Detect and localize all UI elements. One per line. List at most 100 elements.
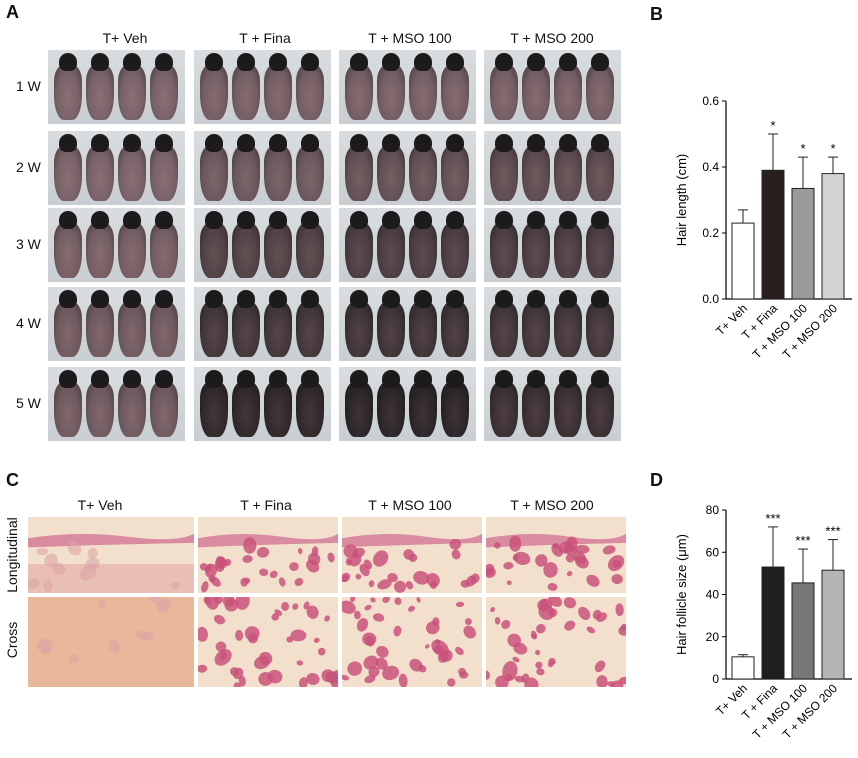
y-tick-label: 0.4 bbox=[702, 160, 719, 174]
mouse-head bbox=[414, 290, 432, 308]
bar bbox=[731, 656, 755, 680]
mouse-body bbox=[150, 145, 178, 201]
mouse-head bbox=[591, 370, 609, 388]
mouse-photo-panel bbox=[194, 208, 331, 282]
panel-a-row-label: 4 W bbox=[16, 315, 41, 331]
mouse-body bbox=[522, 145, 550, 201]
mouse-head bbox=[495, 290, 513, 308]
histology-image bbox=[342, 517, 482, 593]
histology-image bbox=[198, 517, 338, 593]
panel-a-row-label: 2 W bbox=[16, 159, 41, 175]
mouse-head bbox=[59, 211, 77, 229]
mouse-body bbox=[586, 222, 614, 278]
bar bbox=[761, 566, 785, 680]
mouse-head bbox=[446, 53, 464, 71]
mouse-head bbox=[59, 53, 77, 71]
mouse-head bbox=[301, 53, 319, 71]
mouse-photo-panel bbox=[339, 367, 476, 441]
mouse-body bbox=[200, 222, 228, 278]
histology-image bbox=[28, 597, 194, 687]
mouse-head bbox=[527, 211, 545, 229]
bar bbox=[731, 222, 755, 300]
mouse-head bbox=[495, 134, 513, 152]
mouse-head bbox=[350, 134, 368, 152]
mouse-body bbox=[490, 381, 518, 437]
mouse-body bbox=[345, 145, 373, 201]
mouse-body bbox=[522, 301, 550, 357]
mouse-body bbox=[522, 64, 550, 120]
mouse-head bbox=[559, 370, 577, 388]
mouse-head bbox=[495, 370, 513, 388]
mouse-head bbox=[301, 134, 319, 152]
mouse-head bbox=[301, 211, 319, 229]
mouse-head bbox=[123, 211, 141, 229]
mouse-body bbox=[554, 145, 582, 201]
mouse-body bbox=[441, 222, 469, 278]
mouse-body bbox=[296, 381, 324, 437]
mouse-head bbox=[446, 290, 464, 308]
mouse-body bbox=[345, 301, 373, 357]
panel-letter-d: D bbox=[650, 470, 663, 490]
mouse-head bbox=[559, 290, 577, 308]
panel-a-column-label: T + MSO 200 bbox=[510, 30, 594, 46]
mouse-head bbox=[123, 290, 141, 308]
bar bbox=[791, 187, 815, 300]
mouse-head bbox=[495, 211, 513, 229]
histology-image bbox=[198, 597, 338, 687]
y-axis-label: Hair follicle size (μm) bbox=[674, 534, 689, 655]
mouse-head bbox=[414, 211, 432, 229]
panel-letter-a: A bbox=[6, 2, 19, 22]
mouse-body bbox=[586, 301, 614, 357]
mouse-body bbox=[232, 145, 260, 201]
mouse-photo-panel bbox=[48, 208, 185, 282]
mouse-head bbox=[591, 134, 609, 152]
mouse-body bbox=[554, 381, 582, 437]
mouse-head bbox=[350, 53, 368, 71]
panel-letter-b: B bbox=[650, 4, 663, 24]
panel-c-column-label: T+ Veh bbox=[77, 497, 123, 513]
mouse-body bbox=[296, 64, 324, 120]
mouse-head bbox=[559, 134, 577, 152]
mouse-head bbox=[527, 53, 545, 71]
mouse-body bbox=[200, 381, 228, 437]
mouse-body bbox=[377, 222, 405, 278]
mouse-head bbox=[123, 370, 141, 388]
mouse-body bbox=[345, 381, 373, 437]
mouse-body bbox=[377, 64, 405, 120]
significance-label: * bbox=[800, 141, 805, 156]
panel-a-row-label: 3 W bbox=[16, 236, 41, 252]
mouse-head bbox=[91, 134, 109, 152]
y-tick-label: 20 bbox=[706, 630, 720, 644]
mouse-head bbox=[91, 53, 109, 71]
mouse-head bbox=[350, 211, 368, 229]
bar bbox=[821, 569, 845, 680]
mouse-body bbox=[54, 301, 82, 357]
mouse-head bbox=[301, 290, 319, 308]
significance-label: * bbox=[770, 118, 775, 133]
mouse-photo-panel bbox=[48, 50, 185, 124]
mouse-photo-panel bbox=[484, 131, 621, 205]
mouse-head bbox=[59, 134, 77, 152]
panel-a-row-label: 1 W bbox=[16, 78, 41, 94]
mouse-body bbox=[54, 64, 82, 120]
mouse-head bbox=[591, 211, 609, 229]
mouse-head bbox=[382, 290, 400, 308]
mouse-body bbox=[118, 381, 146, 437]
mouse-body bbox=[150, 64, 178, 120]
mouse-head bbox=[382, 53, 400, 71]
mouse-body bbox=[296, 145, 324, 201]
mouse-head bbox=[91, 370, 109, 388]
mouse-body bbox=[264, 145, 292, 201]
mouse-head bbox=[269, 211, 287, 229]
mouse-photo-panel bbox=[484, 208, 621, 282]
mouse-head bbox=[591, 53, 609, 71]
panel-a-column-label: T + MSO 100 bbox=[368, 30, 452, 46]
mouse-body bbox=[554, 301, 582, 357]
mouse-head bbox=[382, 134, 400, 152]
mouse-body bbox=[377, 381, 405, 437]
mouse-body bbox=[586, 381, 614, 437]
mouse-head bbox=[205, 211, 223, 229]
bar bbox=[791, 582, 815, 680]
mouse-head bbox=[237, 134, 255, 152]
